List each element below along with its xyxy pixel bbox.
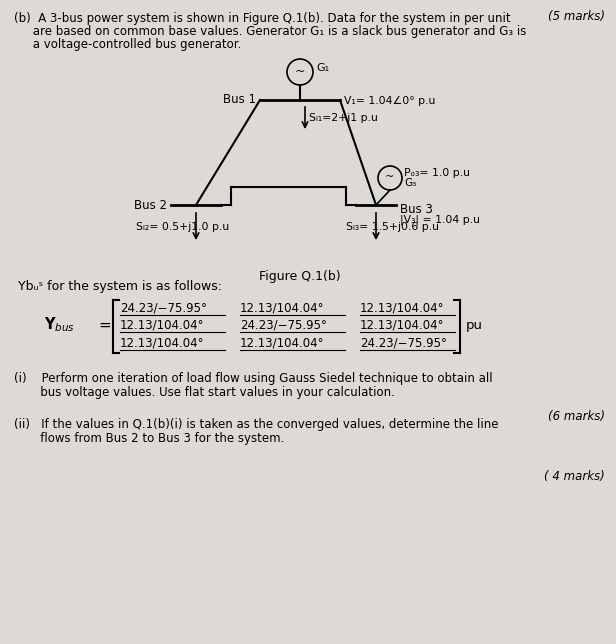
Text: Sₗ₂= 0.5+j1.0 p.u: Sₗ₂= 0.5+j1.0 p.u: [136, 222, 229, 232]
Text: ( 4 marks): ( 4 marks): [545, 470, 605, 483]
Text: Ybᵤˢ for the system is as follows:: Ybᵤˢ for the system is as follows:: [18, 280, 222, 293]
Text: Sₗ₁=2+j1 p.u: Sₗ₁=2+j1 p.u: [309, 113, 378, 123]
Text: (5 marks): (5 marks): [548, 10, 605, 23]
Text: ~: ~: [294, 64, 306, 77]
Text: G₃: G₃: [404, 178, 416, 188]
Text: flows from Bus 2 to Bus 3 for the system.: flows from Bus 2 to Bus 3 for the system…: [14, 432, 285, 445]
Text: a voltage-controlled bus generator.: a voltage-controlled bus generator.: [14, 38, 241, 51]
Text: 12.13/104.04°: 12.13/104.04°: [120, 319, 205, 332]
Text: (ii)   If the values in Q.1(b)(i) is taken as the converged values, determine th: (ii) If the values in Q.1(b)(i) is taken…: [14, 418, 498, 431]
Text: G₁: G₁: [316, 63, 329, 73]
Text: 12.13/104.04°: 12.13/104.04°: [120, 337, 205, 350]
Text: ~: ~: [386, 172, 395, 182]
Text: Pₒ₃= 1.0 p.u: Pₒ₃= 1.0 p.u: [404, 168, 470, 178]
Text: 12.13/104.04°: 12.13/104.04°: [360, 319, 445, 332]
Text: 12.13/104.04°: 12.13/104.04°: [360, 301, 445, 314]
Text: Bus 1: Bus 1: [223, 93, 256, 106]
Text: Bus 3: Bus 3: [400, 203, 433, 216]
Text: 12.13/104.04°: 12.13/104.04°: [240, 301, 325, 314]
Text: =: =: [99, 317, 111, 332]
Text: pu: pu: [466, 319, 483, 332]
Text: are based on common base values. Generator G₁ is a slack bus generator and G₃ is: are based on common base values. Generat…: [14, 25, 527, 38]
Text: 24.23/−75.95°: 24.23/−75.95°: [240, 319, 327, 332]
Text: (b)  A 3-bus power system is shown in Figure Q.1(b). Data for the system in per : (b) A 3-bus power system is shown in Fig…: [14, 12, 511, 25]
Text: |V₃| = 1.04 p.u: |V₃| = 1.04 p.u: [400, 214, 480, 225]
Text: $\mathbf{Y}_{bus}$: $\mathbf{Y}_{bus}$: [44, 316, 76, 334]
Text: Bus 2: Bus 2: [134, 198, 167, 211]
Text: (6 marks): (6 marks): [548, 410, 605, 423]
Text: (i)    Perform one iteration of load flow using Gauss Siedel technique to obtain: (i) Perform one iteration of load flow u…: [14, 372, 493, 385]
Text: Figure Q.1(b): Figure Q.1(b): [259, 270, 341, 283]
Text: 24.23/−75.95°: 24.23/−75.95°: [120, 301, 207, 314]
Text: Sₗ₃= 1.5+j0.6 p.u: Sₗ₃= 1.5+j0.6 p.u: [346, 222, 439, 232]
Text: bus voltage values. Use flat start values in your calculation.: bus voltage values. Use flat start value…: [14, 386, 395, 399]
Text: 12.13/104.04°: 12.13/104.04°: [240, 337, 325, 350]
Text: 24.23/−75.95°: 24.23/−75.95°: [360, 337, 447, 350]
Text: V₁= 1.04∠0° p.u: V₁= 1.04∠0° p.u: [344, 96, 436, 106]
